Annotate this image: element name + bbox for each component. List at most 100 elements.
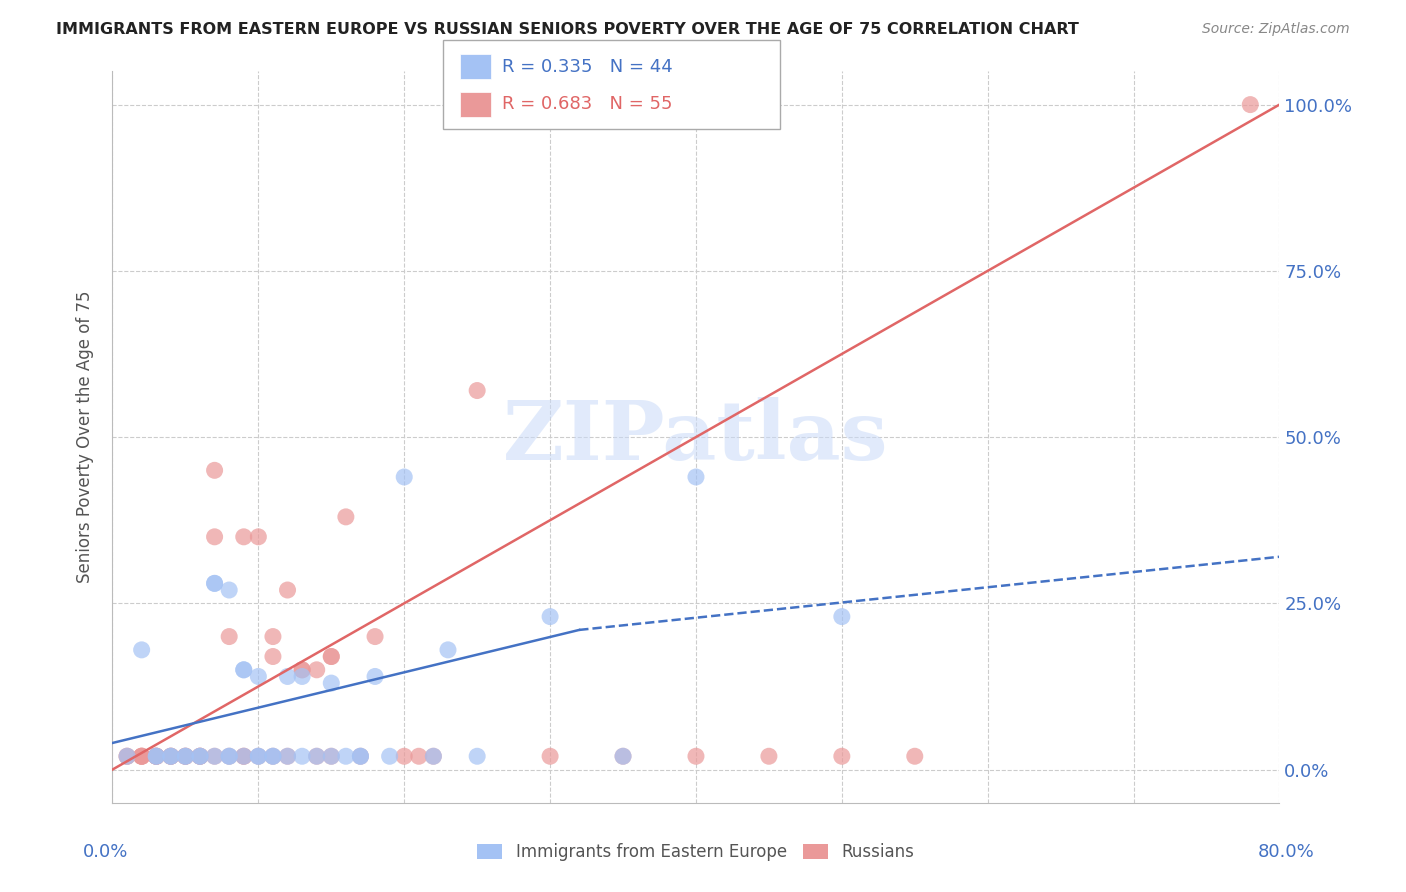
- Point: [262, 749, 284, 764]
- Point: [145, 749, 167, 764]
- Point: [321, 749, 343, 764]
- Point: [218, 630, 240, 644]
- Point: [262, 749, 284, 764]
- Y-axis label: Seniors Poverty Over the Age of 75: Seniors Poverty Over the Age of 75: [76, 291, 94, 583]
- Point: [204, 576, 226, 591]
- Text: R = 0.335   N = 44: R = 0.335 N = 44: [502, 58, 672, 76]
- Point: [174, 749, 197, 764]
- Point: [204, 463, 226, 477]
- Point: [394, 470, 416, 484]
- Point: [335, 509, 357, 524]
- Point: [276, 669, 298, 683]
- Point: [204, 749, 226, 764]
- Point: [218, 749, 240, 764]
- Point: [145, 749, 167, 764]
- Point: [204, 576, 226, 591]
- Point: [685, 470, 707, 484]
- Point: [131, 749, 153, 764]
- Point: [422, 749, 444, 764]
- Text: 80.0%: 80.0%: [1258, 843, 1315, 861]
- Point: [188, 749, 211, 764]
- Point: [232, 749, 254, 764]
- Point: [204, 749, 226, 764]
- Point: [218, 749, 240, 764]
- Point: [276, 749, 298, 764]
- Point: [160, 749, 183, 764]
- Point: [174, 749, 197, 764]
- Point: [145, 749, 167, 764]
- Point: [394, 749, 416, 764]
- Text: IMMIGRANTS FROM EASTERN EUROPE VS RUSSIAN SENIORS POVERTY OVER THE AGE OF 75 COR: IMMIGRANTS FROM EASTERN EUROPE VS RUSSIA…: [56, 22, 1080, 37]
- Point: [131, 749, 153, 764]
- Point: [335, 749, 357, 764]
- Point: [115, 749, 138, 764]
- Point: [188, 749, 211, 764]
- Point: [612, 749, 634, 764]
- Point: [305, 749, 328, 764]
- Point: [685, 749, 707, 764]
- Point: [291, 663, 314, 677]
- Point: [188, 749, 211, 764]
- Point: [145, 749, 167, 764]
- Point: [218, 582, 240, 597]
- Point: [349, 749, 371, 764]
- Point: [465, 384, 488, 398]
- Point: [321, 749, 343, 764]
- Point: [262, 649, 284, 664]
- Point: [232, 749, 254, 764]
- Point: [349, 749, 371, 764]
- Point: [276, 582, 298, 597]
- Point: [188, 749, 211, 764]
- Point: [612, 749, 634, 764]
- Point: [247, 749, 270, 764]
- Point: [904, 749, 927, 764]
- Point: [262, 749, 284, 764]
- Point: [321, 676, 343, 690]
- Point: [232, 663, 254, 677]
- Point: [437, 643, 460, 657]
- Point: [115, 749, 138, 764]
- Legend: Immigrants from Eastern Europe, Russians: Immigrants from Eastern Europe, Russians: [471, 837, 921, 868]
- Point: [422, 749, 444, 764]
- Point: [218, 749, 240, 764]
- Point: [232, 530, 254, 544]
- Point: [831, 609, 853, 624]
- Point: [160, 749, 183, 764]
- Point: [174, 749, 197, 764]
- Point: [131, 749, 153, 764]
- Point: [160, 749, 183, 764]
- Point: [188, 749, 211, 764]
- Point: [305, 663, 328, 677]
- Point: [247, 530, 270, 544]
- Point: [291, 663, 314, 677]
- Point: [408, 749, 430, 764]
- Point: [538, 609, 561, 624]
- Point: [291, 669, 314, 683]
- Point: [232, 663, 254, 677]
- Point: [145, 749, 167, 764]
- Point: [160, 749, 183, 764]
- Point: [321, 649, 343, 664]
- Point: [321, 649, 343, 664]
- Point: [204, 530, 226, 544]
- Point: [160, 749, 183, 764]
- Point: [247, 749, 270, 764]
- Text: 0.0%: 0.0%: [83, 843, 128, 861]
- Point: [538, 749, 561, 764]
- Point: [378, 749, 401, 764]
- Point: [831, 749, 853, 764]
- Point: [232, 749, 254, 764]
- Point: [291, 749, 314, 764]
- Point: [247, 669, 270, 683]
- Text: Source: ZipAtlas.com: Source: ZipAtlas.com: [1202, 22, 1350, 37]
- Text: ZIPatlas: ZIPatlas: [503, 397, 889, 477]
- Point: [247, 749, 270, 764]
- Point: [174, 749, 197, 764]
- Point: [276, 749, 298, 764]
- Point: [131, 643, 153, 657]
- Point: [305, 749, 328, 764]
- Point: [262, 630, 284, 644]
- Point: [131, 749, 153, 764]
- Point: [758, 749, 780, 764]
- Text: R = 0.683   N = 55: R = 0.683 N = 55: [502, 95, 672, 113]
